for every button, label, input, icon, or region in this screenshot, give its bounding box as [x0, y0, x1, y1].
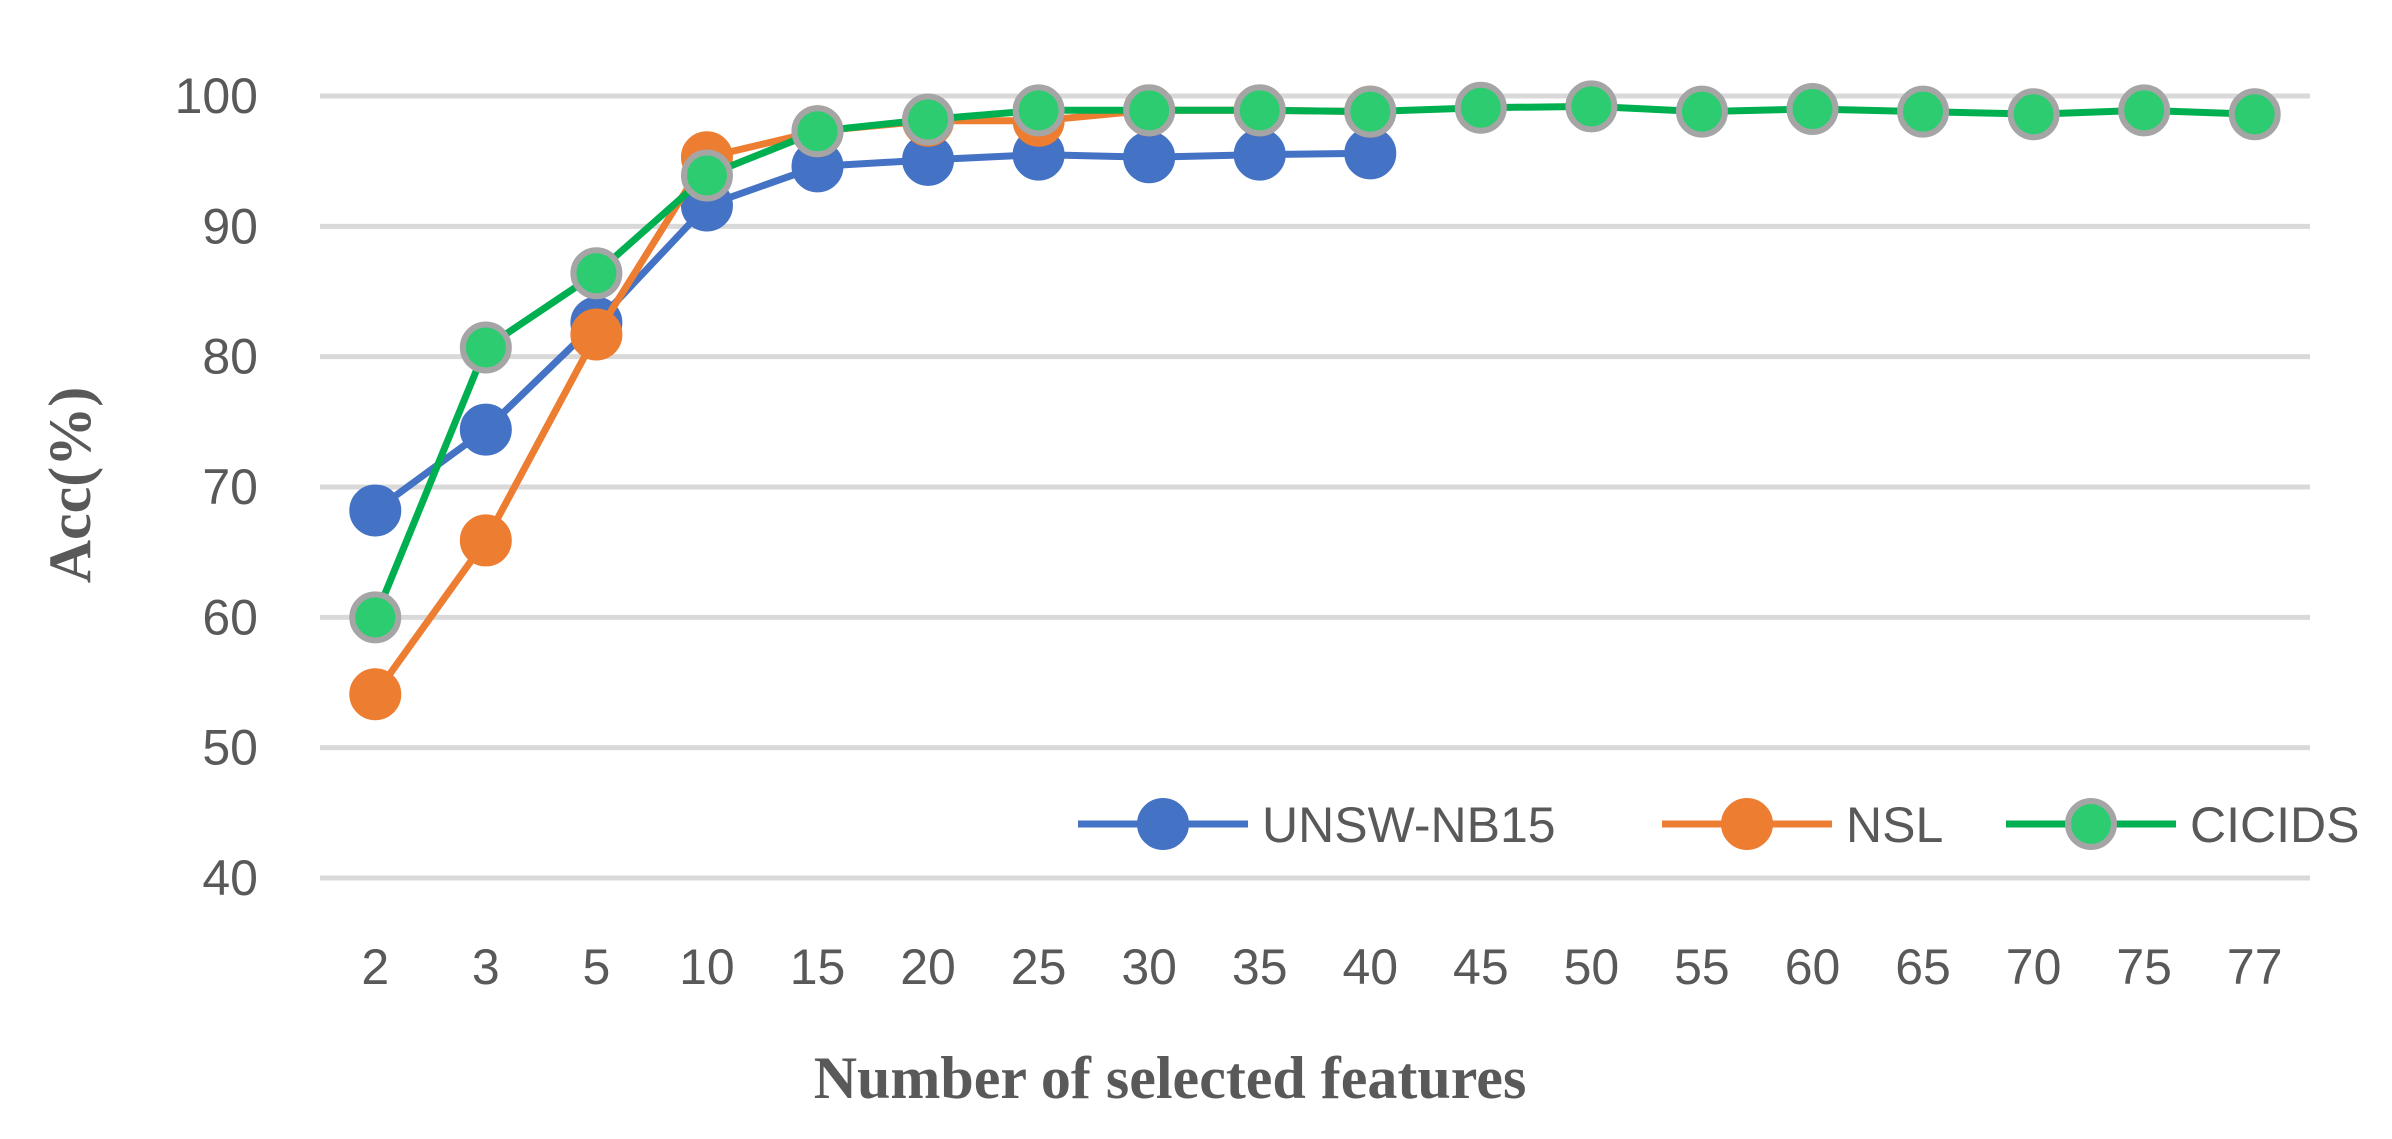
legend-label: NSL: [1846, 797, 1943, 853]
y-tick-label: 90: [202, 198, 258, 254]
data-point: [1454, 81, 1507, 134]
x-tick-label: 45: [1453, 939, 1509, 995]
data-point: [1012, 84, 1065, 137]
series-line: [373, 149, 1371, 514]
legend-marker: [1721, 798, 1773, 850]
data-point: [459, 514, 512, 567]
y-tick-label: 100: [175, 68, 258, 124]
series-line: [372, 106, 1371, 697]
x-tick-label: 77: [2227, 939, 2283, 995]
data-point: [570, 247, 623, 300]
data-point: [2118, 84, 2171, 137]
data-point: [1786, 83, 1839, 136]
data-point: [1565, 80, 1618, 133]
x-tick-label: 15: [790, 939, 846, 995]
x-tick-label: 60: [1785, 939, 1841, 995]
x-tick-label: 35: [1232, 939, 1288, 995]
data-point: [1675, 85, 1728, 138]
x-axis-title: Number of selected features: [814, 1045, 1527, 1111]
x-tick-label: 3: [472, 939, 500, 995]
y-tick-label: 40: [202, 850, 258, 906]
x-tick-label: 50: [1564, 939, 1620, 995]
gridlines: [320, 93, 2310, 881]
series-line: [372, 102, 2255, 619]
data-point: [2228, 88, 2281, 141]
data-point: [1233, 84, 1286, 137]
x-axis-ticks: 2 3 5 10 15 20 25 30 35 40 45 50 55 60 65 70 75 77: [361, 939, 2282, 995]
data-point: [1897, 85, 1950, 138]
legend-entry-unsw-nb15: UNSW-NB15: [1078, 797, 1556, 853]
series-cicids: [349, 80, 2281, 644]
x-tick-label: 10: [679, 939, 735, 995]
legend-marker: [2065, 798, 2117, 850]
legend-entry-cicids: CICIDS: [2006, 797, 2359, 853]
data-point: [791, 105, 844, 158]
y-tick-label: 80: [202, 329, 258, 385]
data-point: [570, 308, 623, 361]
data-point: [1233, 128, 1286, 181]
x-tick-label: 30: [1121, 939, 1177, 995]
data-point: [459, 403, 512, 456]
data-point: [349, 484, 402, 537]
y-tick-label: 50: [202, 720, 258, 776]
data-point: [349, 591, 402, 644]
x-tick-label: 2: [361, 939, 389, 995]
series-nsl: [349, 84, 1397, 721]
x-tick-label: 25: [1011, 939, 1067, 995]
data-point: [1344, 85, 1397, 138]
data-point: [902, 93, 955, 146]
x-tick-label: 20: [900, 939, 956, 995]
series-group: [349, 80, 2281, 721]
legend: UNSW-NB15 NSL CICIDS: [1078, 797, 2359, 853]
x-tick-label: 5: [582, 939, 610, 995]
data-point: [349, 668, 402, 721]
legend-marker: [1137, 798, 1189, 850]
y-axis-title: Acc(%): [37, 387, 103, 584]
x-tick-label: 70: [2006, 939, 2062, 995]
legend-label: UNSW-NB15: [1262, 797, 1556, 853]
data-point: [1123, 131, 1176, 184]
x-tick-label: 65: [1895, 939, 1951, 995]
y-axis-ticks: 40 50 60 70 80 90 100: [175, 68, 258, 906]
x-tick-label: 75: [2116, 939, 2172, 995]
data-point: [2007, 88, 2060, 141]
data-point: [1123, 84, 1176, 137]
legend-label: CICIDS: [2190, 797, 2359, 853]
x-tick-label: 40: [1342, 939, 1398, 995]
data-point: [459, 321, 512, 374]
y-tick-label: 60: [202, 589, 258, 645]
y-tick-label: 70: [202, 459, 258, 515]
data-point: [680, 149, 733, 202]
x-tick-label: 55: [1674, 939, 1730, 995]
legend-entry-nsl: NSL: [1662, 797, 1943, 853]
